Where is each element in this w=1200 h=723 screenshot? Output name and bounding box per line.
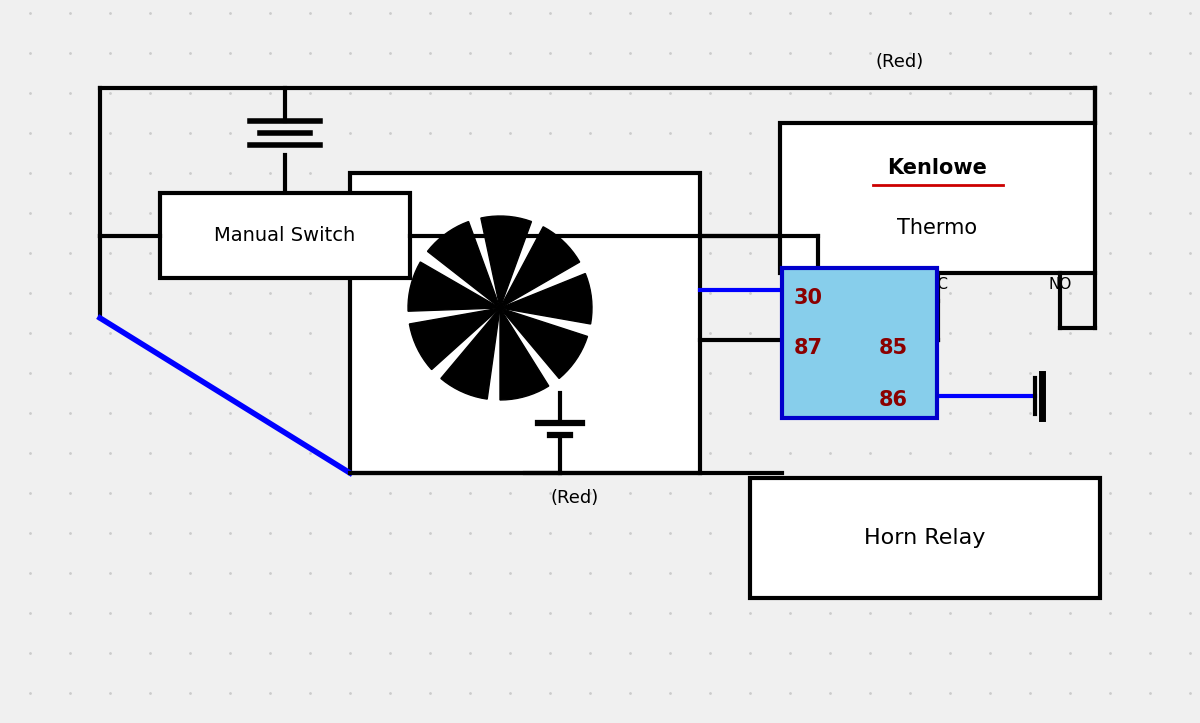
Bar (782, 268, 937, 418)
Bar (160, 193, 410, 278)
Text: NO: NO (1049, 277, 1072, 292)
Text: Horn Relay: Horn Relay (864, 528, 985, 548)
Polygon shape (440, 308, 500, 399)
Bar (780, 123, 1096, 273)
Text: NC: NC (926, 277, 948, 292)
Text: Manual Switch: Manual Switch (215, 226, 355, 245)
Polygon shape (427, 221, 500, 308)
Polygon shape (500, 308, 548, 400)
Bar (750, 478, 1100, 598)
Text: (Red): (Red) (551, 489, 599, 507)
Bar (350, 173, 700, 473)
Polygon shape (500, 308, 588, 378)
Polygon shape (500, 273, 592, 324)
Text: C: C (812, 277, 823, 292)
Text: 30: 30 (794, 288, 823, 308)
Text: 87: 87 (794, 338, 823, 358)
Text: 86: 86 (880, 390, 908, 410)
Polygon shape (500, 227, 580, 308)
Polygon shape (481, 216, 532, 308)
Text: (Red): (Red) (876, 53, 924, 71)
Polygon shape (409, 308, 500, 369)
Polygon shape (408, 262, 500, 311)
Text: Thermo: Thermo (898, 218, 978, 238)
Text: 85: 85 (880, 338, 908, 358)
Text: Kenlowe: Kenlowe (888, 158, 988, 178)
